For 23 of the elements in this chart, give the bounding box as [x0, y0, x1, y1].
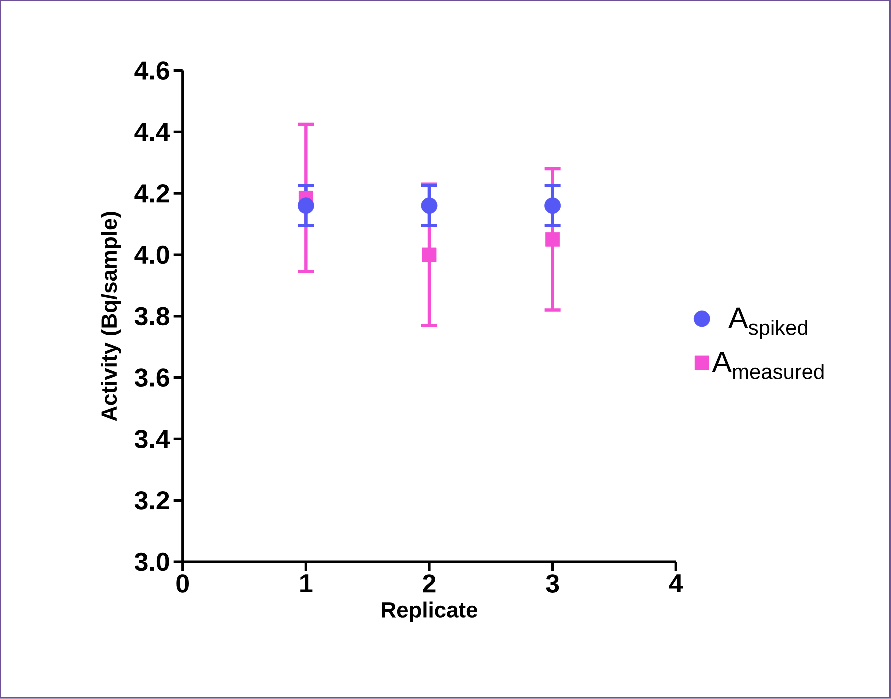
point [422, 248, 437, 262]
y-tick-label: 3.8 [134, 307, 170, 326]
y-tick-label: 4.4 [134, 123, 170, 142]
x-tick-label: 3 [546, 574, 560, 594]
x-tick-label: 1 [300, 574, 313, 592]
x-tick-label: 2 [423, 574, 436, 593]
point [421, 198, 438, 214]
legend-label: A$_{spiked}$ [728, 308, 808, 340]
legend-label: A$_{measured}$ [712, 352, 824, 380]
point [298, 198, 314, 214]
y-axis-title: Activity (Bq/sample) [101, 212, 122, 422]
y-tick-label: 4.0 [134, 246, 170, 264]
point [544, 198, 562, 214]
x-axis-title: Replicate [382, 602, 478, 622]
y-tick-label: 4.2 [134, 184, 170, 203]
y-tick-label: 3.0 [134, 552, 170, 572]
y-tick-label: 3.4 [134, 430, 170, 448]
y-tick-label: 3.2 [134, 492, 170, 510]
y-tick-label: 4.6 [134, 62, 170, 80]
point [546, 232, 560, 247]
y-tick-label: 3.6 [134, 368, 170, 388]
x-tick-label: 4 [669, 574, 684, 592]
x-tick-label: 0 [176, 574, 190, 593]
